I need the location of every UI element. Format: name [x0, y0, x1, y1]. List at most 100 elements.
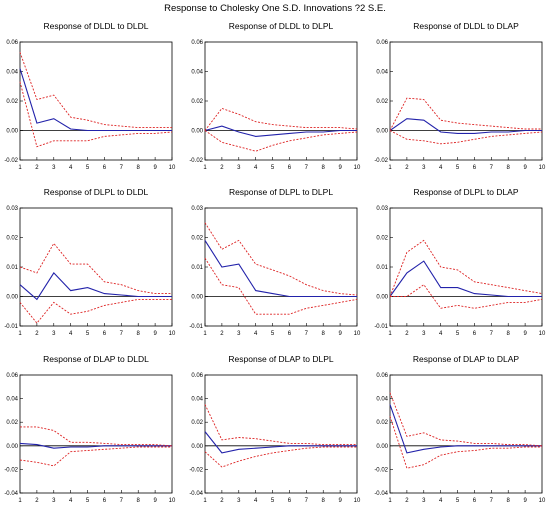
plot-frame [204, 207, 358, 327]
response-line [19, 272, 172, 301]
y-tick-label: 0.00 [6, 444, 18, 450]
y-tick-label: 0.01 [191, 265, 203, 271]
x-tick-label: 6 [473, 165, 477, 171]
x-tick-label: 5 [271, 165, 275, 171]
y-tick-label: -0.02 [4, 158, 18, 164]
y-tick-label: 0.06 [376, 40, 388, 46]
x-tick-label: 9 [523, 331, 527, 337]
irf-panel-2: Response of DLDL to DLPL -0.02 0.00 0.02 0.0… [189, 21, 361, 171]
response-line [389, 118, 542, 134]
se-band-lower [390, 284, 543, 309]
x-tick-label: 3 [52, 165, 56, 171]
y-tick-label: 0.02 [6, 420, 18, 426]
y-tick-label: 0.02 [376, 236, 388, 242]
response-line [204, 125, 357, 137]
y-tick-label: 0.06 [6, 373, 18, 379]
x-tick-label: 4 [254, 165, 258, 171]
se-band-upper [204, 107, 358, 131]
x-tick-label: 9 [523, 165, 527, 171]
x-tick-label: 1 [18, 331, 22, 337]
y-tick-label: 0.02 [191, 99, 203, 105]
se-band-lower [19, 446, 172, 467]
x-tick-label: 2 [35, 498, 39, 504]
x-tick-label: 7 [305, 498, 309, 504]
response-line [204, 240, 357, 298]
y-tick-label: 0.01 [376, 265, 388, 271]
x-tick-label: 2 [220, 331, 224, 337]
x-tick-label: 3 [422, 165, 426, 171]
plot-frame [204, 374, 358, 494]
y-tick-label: 0.00 [376, 129, 388, 135]
y-tick-label: 0.06 [191, 373, 203, 379]
y-tick-label: 0.00 [191, 444, 203, 450]
y-tick-label: 0.03 [376, 206, 388, 212]
x-tick-label: 7 [490, 498, 494, 504]
x-tick-label: 5 [271, 498, 275, 504]
irf-panel-3: Response of DLDL to DLAP -0.02 0.00 0.02 0.0… [374, 21, 546, 171]
x-tick-label: 7 [305, 331, 309, 337]
response-line [389, 404, 542, 454]
y-tick-label: 0.04 [191, 397, 203, 403]
x-tick-label: 5 [86, 165, 90, 171]
x-tick-label: 3 [237, 165, 241, 171]
irf-panel-5: Response of DLPL to DLPL -0.01 0.00 0.01 0.0… [189, 187, 361, 337]
plot-frame [389, 207, 543, 327]
x-tick-label: 9 [523, 498, 527, 504]
plot-frame [204, 41, 358, 161]
se-band-lower [204, 257, 358, 315]
irf-panel-6: Response of DLPL to DLAP -0.01 0.00 0.01 0.0… [374, 187, 546, 337]
y-tick-label: 0.04 [191, 70, 203, 76]
y-tick-label: -0.02 [374, 158, 388, 164]
x-tick-label: 10 [169, 331, 176, 337]
response-line [204, 431, 357, 454]
x-tick-label: 2 [405, 165, 409, 171]
se-band-upper [20, 426, 173, 447]
irf-panel-7: Response of DLAP to DLDL -0.04 -0.02 0.00 0.… [4, 354, 176, 504]
x-tick-label: 10 [169, 165, 176, 171]
x-tick-label: 8 [137, 331, 141, 337]
response-line [19, 68, 172, 132]
x-tick-label: 4 [69, 498, 73, 504]
se-band-lower [204, 130, 358, 152]
x-tick-label: 8 [322, 331, 326, 337]
x-tick-label: 8 [322, 498, 326, 504]
x-tick-label: 1 [203, 498, 207, 504]
x-tick-label: 4 [439, 165, 443, 171]
y-tick-label: 0.06 [376, 373, 388, 379]
x-tick-label: 5 [456, 331, 460, 337]
y-tick-label: 0.00 [6, 295, 18, 301]
x-tick-label: 7 [305, 165, 309, 171]
x-tick-label: 4 [439, 498, 443, 504]
y-tick-label: 0.02 [6, 99, 18, 105]
se-band-lower [389, 416, 542, 469]
x-tick-label: 6 [288, 498, 292, 504]
x-tick-label: 5 [456, 498, 460, 504]
x-tick-label: 2 [220, 498, 224, 504]
x-tick-label: 8 [507, 331, 511, 337]
x-tick-label: 5 [456, 165, 460, 171]
x-tick-label: 7 [120, 331, 124, 337]
y-tick-label: -0.04 [189, 491, 203, 497]
x-tick-label: 8 [322, 165, 326, 171]
x-tick-label: 9 [153, 331, 157, 337]
plot-frame [19, 41, 173, 161]
y-tick-label: 0.00 [6, 129, 18, 135]
panel-title: Response of DLAP to DLAP [413, 354, 519, 364]
panel-title: Response of DLPL to DLAP [413, 187, 518, 197]
y-tick-label: 0.04 [6, 70, 18, 76]
y-tick-label: 0.00 [376, 444, 388, 450]
x-tick-label: 8 [507, 498, 511, 504]
irf-panel-9: Response of DLAP to DLAP -0.04 -0.02 0.00 0.… [374, 354, 546, 504]
x-tick-label: 3 [52, 331, 56, 337]
x-tick-label: 1 [203, 165, 207, 171]
se-band-lower [204, 446, 357, 468]
x-tick-label: 4 [69, 331, 73, 337]
y-tick-label: -0.01 [4, 324, 18, 330]
x-tick-label: 8 [137, 165, 141, 171]
y-tick-label: 0.01 [6, 265, 18, 271]
x-tick-label: 9 [153, 498, 157, 504]
panel-title: Response of DLDL to DLPL [229, 21, 334, 31]
se-band-upper [389, 239, 543, 297]
x-tick-label: 1 [203, 331, 207, 337]
